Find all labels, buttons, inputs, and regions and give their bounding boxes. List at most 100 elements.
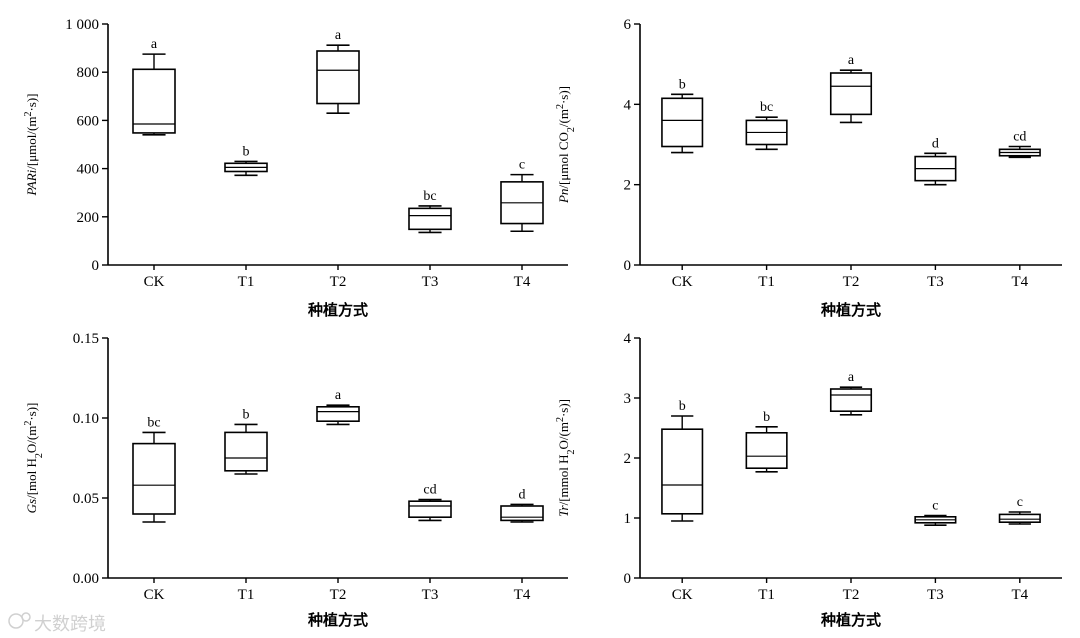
significance-letter: bc xyxy=(423,189,436,204)
x-tick-label: T1 xyxy=(758,587,775,603)
significance-letter: a xyxy=(335,388,342,403)
x-tick-label: T1 xyxy=(238,587,255,603)
box-t4: c xyxy=(998,495,1041,525)
y-tick-label: 2 xyxy=(624,451,632,467)
significance-letter: a xyxy=(151,37,158,52)
y-axis-label-part: /[mmol H xyxy=(556,455,571,506)
x-tick-label: T2 xyxy=(843,274,860,290)
box-iqr xyxy=(661,428,704,515)
y-axis-label-part: ·s)] xyxy=(556,86,571,104)
box-iqr xyxy=(829,72,873,116)
box-iqr xyxy=(408,207,452,231)
y-axis-label-part: /(m xyxy=(556,109,571,127)
y-tick-label: 0 xyxy=(624,258,632,274)
y-axis-label: Pn/[μmol CO2/(m2·s)] xyxy=(555,86,577,204)
box-t4: d xyxy=(500,487,544,523)
box-t1: b xyxy=(745,410,788,473)
box-iqr xyxy=(408,500,452,519)
y-tick-label: 0.00 xyxy=(73,571,99,587)
box-iqr xyxy=(224,431,268,472)
box-ck: b xyxy=(661,399,704,522)
x-tick-label: T4 xyxy=(1011,274,1028,290)
x-tick-label: T3 xyxy=(422,587,439,603)
y-axis-label-part: 2 xyxy=(34,453,45,458)
x-tick-label: T2 xyxy=(330,274,347,290)
y-tick-label: 0.15 xyxy=(73,331,99,347)
y-axis-label-part: 2 xyxy=(555,104,566,109)
x-axis-label: 种植方式 xyxy=(820,611,881,629)
x-tick-label: T2 xyxy=(843,587,860,603)
box-t3: bc xyxy=(408,189,452,234)
x-tick-label: T4 xyxy=(514,587,531,603)
y-axis-label-part: O/(m xyxy=(24,426,39,453)
y-tick-label: 4 xyxy=(624,97,632,113)
y-tick-label: 0.10 xyxy=(73,411,99,427)
y-axis-label-part: ·s)] xyxy=(24,94,39,112)
panel-bottom-left: 0.00 0.05 0.10 0.15 CK T1 T2 T3 T4 种植方式 Gs/[mol H2… xyxy=(23,331,568,629)
box-iqr xyxy=(500,505,544,522)
x-tick-label: T3 xyxy=(422,274,439,290)
x-tick-label: T1 xyxy=(238,274,255,290)
x-tick-label: T3 xyxy=(927,587,944,603)
box-ck: a xyxy=(132,37,176,136)
x-tick-label: CK xyxy=(672,274,693,290)
x-tick-label: T4 xyxy=(1011,587,1028,603)
y-tick-label: 6 xyxy=(624,17,632,33)
y-axis-label: Gs/[mol H2O/(m2·s)] xyxy=(23,403,45,514)
x-tick-label: T3 xyxy=(927,274,944,290)
box-t3: cd xyxy=(408,483,452,522)
significance-letter: a xyxy=(848,370,855,385)
watermark-logo-icon xyxy=(8,612,31,629)
box-ck: b xyxy=(661,77,704,154)
significance-letter: b xyxy=(243,407,250,422)
x-tick-label: CK xyxy=(672,587,693,603)
significance-letter: b xyxy=(763,410,770,425)
y-tick-label: 4 xyxy=(624,331,632,347)
y-axis-label-part: O/(m xyxy=(556,422,571,449)
box-iqr xyxy=(132,442,176,515)
y-tick-label: 1 xyxy=(624,511,632,527)
box-t3: c xyxy=(914,499,957,527)
significance-letter: b xyxy=(679,399,686,414)
significance-letter: bc xyxy=(760,100,773,115)
x-tick-label: T2 xyxy=(330,587,347,603)
y-axis-label-part: ·s)] xyxy=(556,399,571,417)
y-axis-label-part: 2 xyxy=(555,417,566,422)
y-tick-label: 0.05 xyxy=(73,491,99,507)
x-tick-label: CK xyxy=(144,587,165,603)
box-t1: bc xyxy=(745,100,788,151)
y-axis-label-part: 2 xyxy=(23,421,34,426)
x-axis-label: 种植方式 xyxy=(307,301,368,319)
box-iqr xyxy=(661,97,704,148)
significance-letter: cd xyxy=(1013,130,1026,145)
box-ck: bc xyxy=(132,415,176,523)
y-axis-label-part: 2 xyxy=(23,112,34,117)
significance-letter: b xyxy=(679,77,686,92)
significance-letter: c xyxy=(932,499,938,514)
box-iqr xyxy=(316,405,360,422)
box-iqr xyxy=(132,68,176,134)
x-tick-label: CK xyxy=(144,274,165,290)
box-t2: a xyxy=(316,388,360,426)
box-t1: b xyxy=(224,407,268,475)
significance-letter: c xyxy=(519,158,525,173)
box-t4: cd xyxy=(998,130,1041,159)
y-axis-label-part: PARi xyxy=(24,169,39,196)
y-tick-label: 200 xyxy=(77,210,100,226)
significance-letter: bc xyxy=(147,415,160,430)
x-tick-label: T1 xyxy=(758,274,775,290)
x-axis-label: 种植方式 xyxy=(307,611,368,629)
y-axis-label-part: Gs xyxy=(24,499,39,513)
y-axis-label-part: ·s)] xyxy=(24,403,39,421)
box-t4: c xyxy=(500,158,544,233)
y-axis-label-part: /[μmol CO xyxy=(556,132,571,188)
box-iqr xyxy=(829,388,873,413)
watermark-text: 大数跨境 xyxy=(34,614,106,635)
box-t1: b xyxy=(224,144,268,177)
y-axis-label-part: Tr xyxy=(556,504,571,517)
y-axis-label: Tr/[mmol H2O/(m2·s)] xyxy=(555,399,577,517)
